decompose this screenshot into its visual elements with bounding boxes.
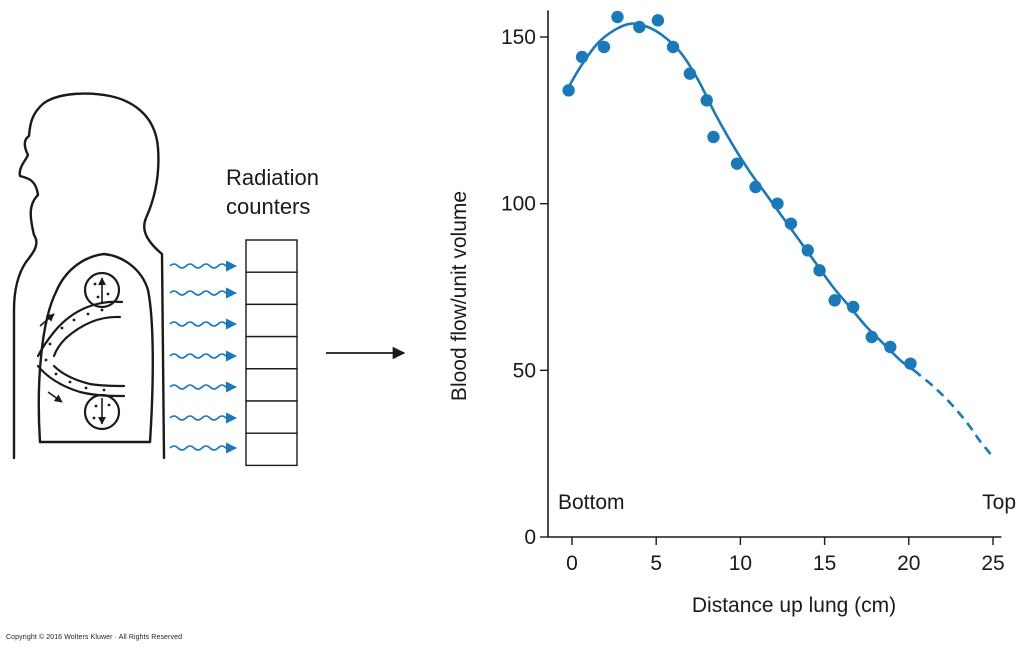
data-point — [597, 40, 611, 54]
data-point — [683, 67, 697, 80]
data-point — [904, 357, 917, 370]
data-point — [730, 157, 744, 170]
radiation-wave-icon — [169, 287, 238, 299]
data-point — [707, 130, 720, 144]
data-point — [828, 294, 841, 307]
counter-cell — [245, 303, 298, 338]
x-axis-title: Distance up lung (cm) — [692, 594, 896, 617]
counter-cell — [245, 368, 298, 402]
counter-cell — [245, 400, 298, 434]
data-point — [611, 10, 624, 24]
fit-curve-dashed — [913, 369, 995, 458]
x-tick-label: 25 — [981, 552, 1004, 575]
chart-axes — [547, 10, 1002, 538]
x-axis-ticks: 0 5 10 15 20 25 — [566, 537, 1005, 575]
data-point — [633, 20, 646, 34]
data-point — [700, 94, 713, 107]
pulmonary-vessel — [36, 300, 126, 398]
chest-cavity — [37, 252, 154, 444]
x-tick-label: 15 — [813, 552, 836, 575]
data-point — [749, 180, 762, 194]
y-axis-ticks: 0 50 100 150 — [501, 26, 548, 549]
counter-cell — [245, 335, 298, 370]
alveolus — [83, 271, 121, 431]
data-point — [562, 84, 575, 97]
blood-flow-chart: 0 5 10 15 20 25 0 50 100 150 Bottom Top Distance… — [448, 10, 1016, 617]
copyright-notice: Copyright © 2016 Wolters Kluwer · All Ri… — [6, 634, 183, 641]
x-tick-label: 10 — [729, 552, 752, 575]
radiation-wave-icon — [169, 318, 238, 330]
x-axis-top-label: Top — [982, 491, 1016, 514]
counter-label-line2: counters — [226, 194, 310, 219]
body-outline — [18, 92, 166, 460]
y-tick-label: 100 — [501, 193, 536, 216]
human-torso-illustration — [12, 92, 166, 460]
data-point — [651, 14, 665, 27]
y-tick-label: 50 — [513, 359, 536, 382]
x-axis-bottom-label: Bottom — [558, 491, 625, 514]
counter-cell — [245, 239, 298, 273]
data-point — [784, 217, 798, 230]
data-point — [575, 50, 589, 64]
x-tick-label: 5 — [650, 552, 662, 575]
y-tick-label: 0 — [524, 526, 536, 549]
radiation-wave-icon — [169, 381, 238, 393]
data-point — [865, 330, 878, 344]
data-point — [801, 244, 814, 257]
fit-curve-solid — [567, 22, 916, 372]
data-point — [813, 264, 826, 277]
data-point — [666, 40, 680, 54]
data-point — [771, 197, 784, 210]
counter-cell — [245, 271, 298, 306]
radiation-wave-icon — [169, 442, 238, 454]
counter-cell — [245, 432, 298, 467]
body-outline-left — [12, 233, 38, 460]
y-axis-title: Blood flow/unit volume — [448, 191, 471, 401]
vessel-particles — [44, 308, 106, 392]
y-tick-label: 150 — [501, 26, 536, 49]
data-point — [884, 340, 897, 354]
x-tick-label: 20 — [897, 552, 920, 575]
radiation-wave-icon — [169, 412, 238, 424]
radiation-wave-icon — [169, 260, 238, 272]
alveolus-particles — [92, 282, 111, 420]
blood-flow-arrows — [39, 313, 63, 403]
radiation-counters — [245, 239, 298, 467]
radiation-waves — [169, 260, 238, 454]
counter-label-line1: Radiation — [226, 165, 319, 190]
x-tick-label: 0 — [566, 552, 578, 575]
data-points — [562, 10, 917, 370]
radiation-wave-icon — [169, 350, 238, 362]
data-point — [847, 300, 860, 314]
